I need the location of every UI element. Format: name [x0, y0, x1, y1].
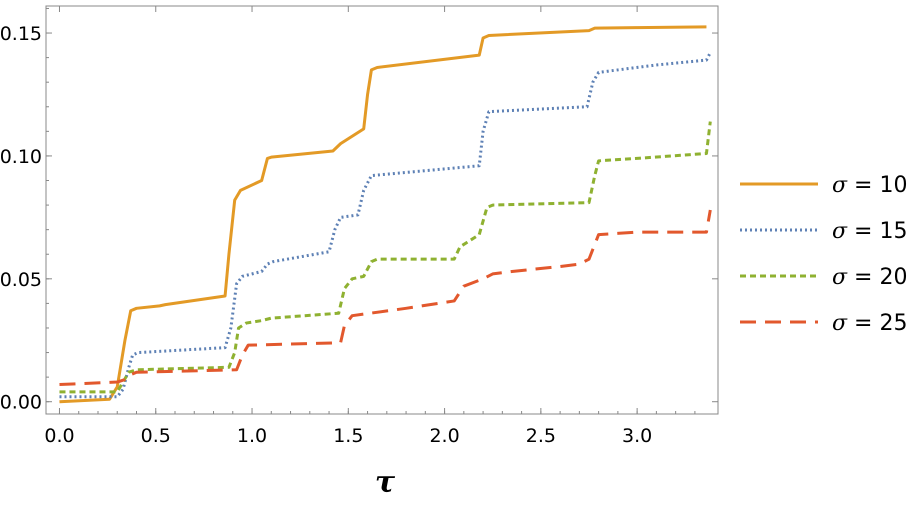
x-tick-label: 2.5	[526, 425, 556, 447]
x-tick-label: 1.0	[237, 425, 267, 447]
plot-frame	[45, 5, 719, 415]
tick-layer: 0.0 0.5 1.0 1.5 2.0 2.5 3.0 0.00 0.05 0.10 0.15	[0, 6, 718, 447]
y-tick-label: 0.05	[0, 269, 42, 291]
series-line-25	[59, 209, 712, 387]
series-line-15	[59, 52, 712, 399]
legend-item-25: σ = 25	[740, 311, 907, 336]
x-tick-label: 0.5	[141, 425, 171, 447]
series-layer	[59, 25, 712, 404]
legend-label: σ = 20	[832, 265, 907, 290]
legend-label: σ = 10	[832, 173, 907, 198]
legend-item-10: σ = 10	[740, 173, 907, 198]
legend-label: σ = 25	[832, 311, 907, 336]
series-line-20	[59, 121, 712, 394]
x-axis-label: τ	[375, 465, 396, 500]
legend-item-15: σ = 15	[740, 219, 907, 244]
x-tick-label: 0.0	[44, 425, 74, 447]
legend: σ = 10 σ = 15 σ = 20 σ = 25	[740, 173, 907, 336]
y-tick-label: 0.10	[0, 146, 42, 168]
plot-border	[45, 5, 719, 415]
legend-item-20: σ = 20	[740, 265, 907, 290]
y-tick-label: 0.00	[0, 392, 42, 414]
x-tick-label: 2.0	[429, 425, 459, 447]
x-tick-label: 3.0	[622, 425, 652, 447]
y-tick-label: 0.15	[0, 23, 42, 45]
series-line-10	[59, 25, 707, 404]
legend-label: σ = 15	[832, 219, 907, 244]
x-tick-label: 1.5	[333, 425, 363, 447]
